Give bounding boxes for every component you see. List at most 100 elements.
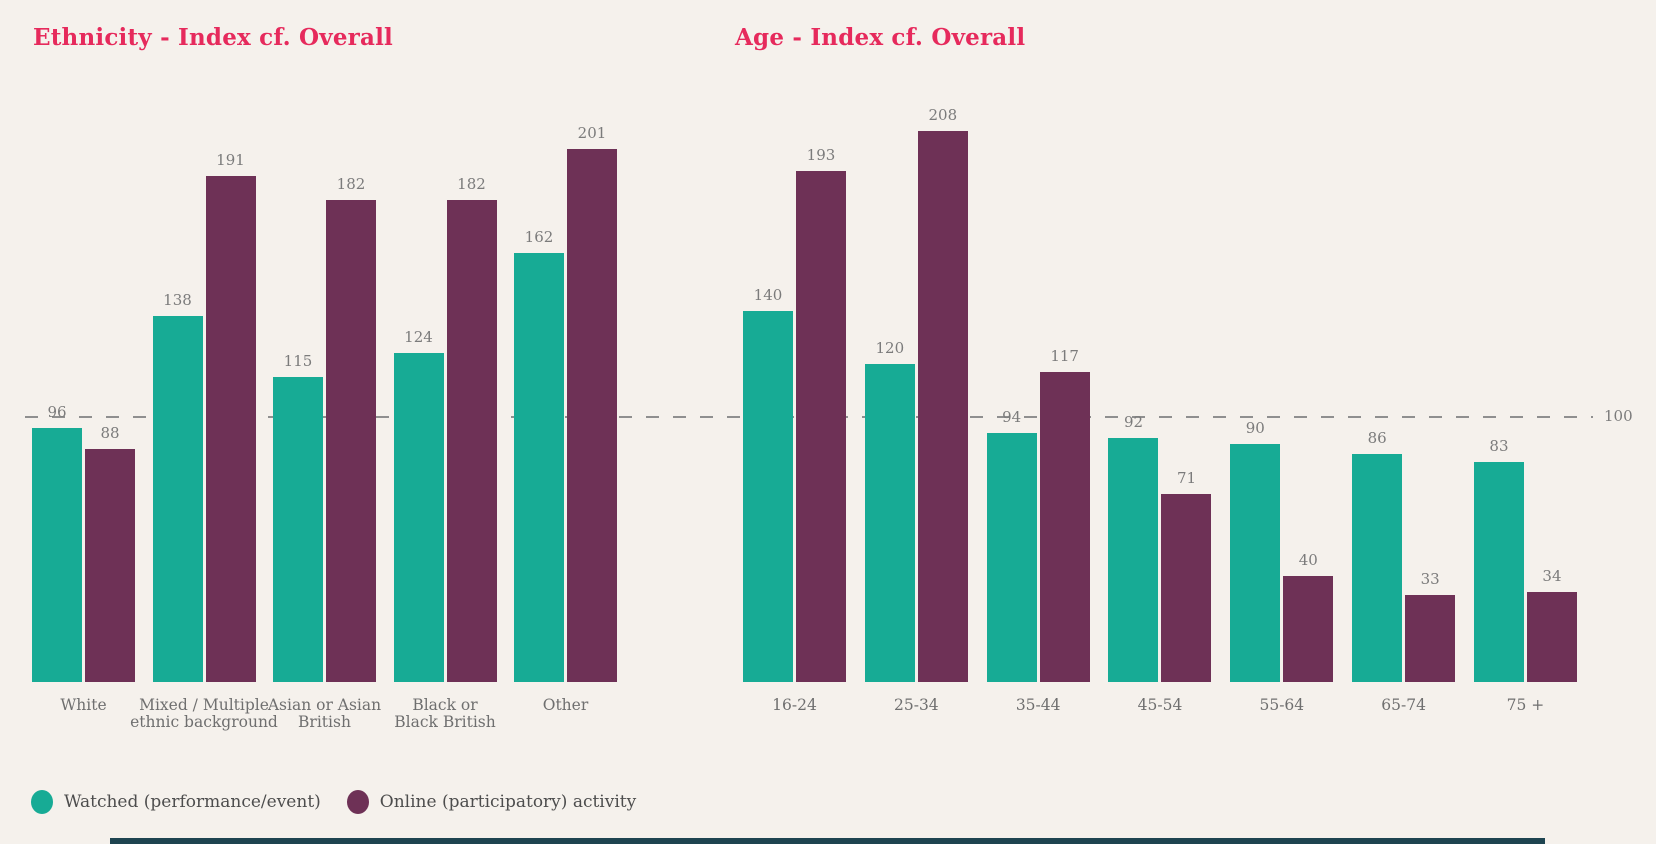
bar-column-online: 33	[1405, 102, 1456, 682]
bar-group: 90 40 55-64	[1230, 102, 1334, 714]
bar-value-label: 193	[806, 145, 836, 164]
reference-line-label: 100	[1604, 407, 1633, 425]
legend-item-online: Online (participatory) activity	[346, 790, 637, 814]
legend-label: Watched (performance/event)	[64, 792, 321, 812]
bar-value-label: 208	[928, 105, 958, 124]
category-label: 25-34	[893, 696, 939, 714]
bar-column-watched: 115	[273, 102, 323, 682]
bar-value-label: 33	[1420, 569, 1440, 588]
legend-item-watched: Watched (performance/event)	[31, 790, 321, 814]
bar-column-online: 182	[446, 102, 497, 682]
bar-value-label: 92	[1123, 413, 1144, 432]
bar-online	[796, 170, 846, 682]
bar-column-watched: 92	[1108, 102, 1159, 682]
bar-value-label: 182	[336, 174, 366, 193]
bar-online	[1526, 591, 1577, 682]
bar-value-label: 191	[216, 150, 245, 169]
category-label: White	[60, 696, 107, 714]
bar-online	[1039, 371, 1090, 682]
category-label: 55-64	[1259, 696, 1305, 714]
bar-column-watched: 94	[986, 102, 1037, 682]
bar-watched	[864, 364, 915, 682]
bar-group: 92 71 45-54	[1108, 102, 1212, 714]
bar-value-label: 88	[100, 423, 120, 442]
legend: Watched (performance/event) Online (parti…	[31, 790, 636, 814]
bar-value-label: 138	[163, 291, 192, 310]
bar-value-label: 86	[1367, 429, 1387, 448]
category-label: Mixed / Multiple ethnic background	[130, 696, 278, 732]
bar-watched	[743, 311, 793, 682]
bar-group: 115 182 Asian or Asian British	[268, 102, 381, 731]
bar-watched	[1352, 454, 1403, 682]
bar-value-label: 124	[404, 328, 433, 347]
bar-online	[917, 130, 968, 682]
bar-group: 96 88 White	[32, 102, 135, 714]
footer-strip	[110, 838, 1545, 844]
bar-watched	[393, 353, 444, 682]
bar-value-label: 120	[875, 339, 905, 357]
bar-value-label: 90	[1245, 418, 1265, 437]
ethnicity-bar-chart: 96 88 White 138 191 Mixed / Multiple ethnic b…	[32, 102, 617, 731]
bar-group: 83 34 75 +	[1473, 102, 1577, 714]
bar-value-label: 83	[1489, 437, 1509, 456]
bar-column-watched: 96	[32, 102, 82, 682]
bar-group: 140 193 16-24	[743, 102, 846, 714]
legend-label: Online (participatory) activity	[379, 792, 637, 812]
bar-value-label: 94	[1002, 407, 1022, 426]
bar-value-label: 115	[283, 352, 313, 371]
age-bar-chart: 140 193 16-24 120 208 25-34 94 117 35-44 92 71 45-5…	[743, 102, 1577, 714]
bar-group: 138 191 Mixed / Multiple ethnic background	[130, 102, 278, 731]
bar-group: 124 182 Black or Black British	[393, 102, 497, 731]
bar-column-online: 208	[917, 102, 968, 682]
category-label: Black or Black British	[394, 696, 496, 732]
bar-watched	[273, 377, 323, 682]
bar-online	[326, 199, 376, 682]
bar-column-watched: 120	[864, 102, 915, 682]
bar-group: 120 208 25-34	[864, 102, 968, 714]
bar-online	[85, 448, 135, 682]
bar-group: 162 201 Other	[514, 102, 617, 714]
legend-swatch-watched-icon	[31, 790, 53, 814]
bar-value-label: 40	[1298, 551, 1318, 569]
bar-watched	[514, 252, 564, 682]
bar-watched	[1108, 438, 1159, 682]
category-label: 65-74	[1381, 696, 1426, 714]
bar-value-label: 162	[524, 227, 554, 246]
bar-online	[1283, 576, 1334, 682]
bar-online	[446, 199, 497, 682]
bar-column-watched: 86	[1352, 102, 1403, 682]
bar-group: 86 33 65-74	[1352, 102, 1456, 714]
bar-column-online: 88	[85, 102, 135, 682]
bar-value-label: 140	[753, 286, 783, 304]
bar-value-label: 71	[1176, 468, 1197, 487]
category-label: 16-24	[772, 696, 817, 714]
bar-online	[567, 149, 617, 682]
category-label: 75 +	[1506, 696, 1545, 714]
bar-column-online: 34	[1526, 102, 1577, 682]
bar-value-label: 182	[457, 174, 486, 193]
bar-watched	[1230, 443, 1281, 682]
chart-title-ethnicity: Ethnicity - Index cf. Overall	[33, 24, 393, 51]
bar-column-online: 191	[205, 102, 256, 682]
bar-group: 94 117 35-44	[986, 102, 1090, 714]
bar-value-label: 117	[1050, 346, 1079, 365]
bar-online	[1405, 594, 1456, 682]
bar-value-label: 96	[47, 402, 67, 421]
category-label: Asian or Asian British	[267, 696, 382, 732]
category-label: 35-44	[1015, 696, 1061, 714]
bar-column-online: 193	[796, 102, 846, 682]
bar-column-online: 182	[326, 102, 376, 682]
bar-watched	[1473, 462, 1524, 682]
category-label: Other	[542, 696, 589, 714]
bar-online	[1161, 493, 1212, 682]
bar-column-watched: 83	[1473, 102, 1524, 682]
bar-column-watched: 138	[152, 102, 203, 682]
category-label: 45-54	[1137, 696, 1183, 714]
bar-value-label: 34	[1542, 566, 1562, 585]
bar-value-label: 201	[577, 124, 607, 143]
bar-online	[205, 175, 256, 682]
bar-column-online: 40	[1283, 102, 1334, 682]
bar-column-online: 117	[1039, 102, 1090, 682]
bar-watched	[152, 316, 203, 682]
legend-swatch-online-icon	[346, 790, 369, 814]
